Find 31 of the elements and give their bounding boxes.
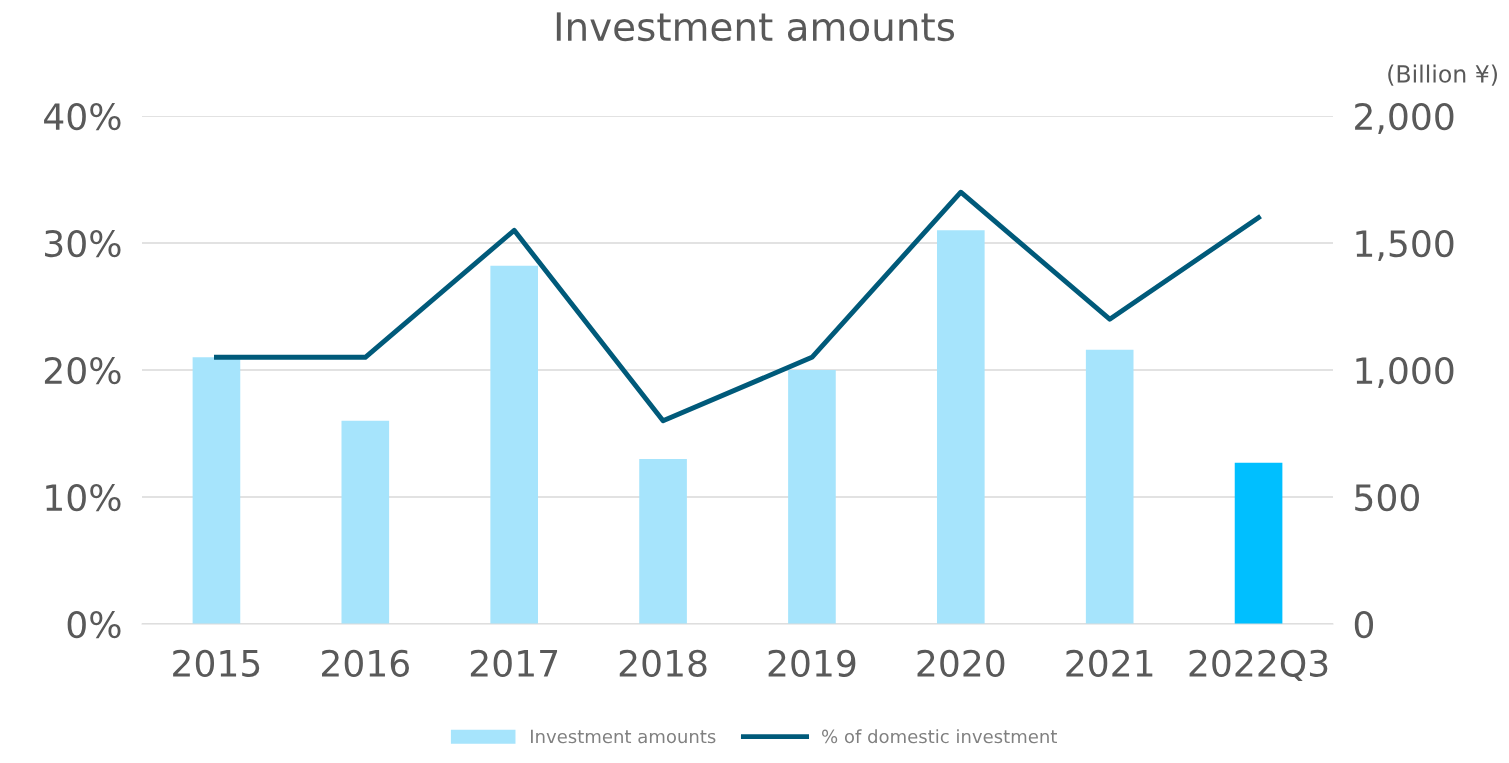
x-tick-label: 2021 <box>1066 649 1153 677</box>
y-tick-label: 10% <box>46 483 121 512</box>
x-tick-label: 2022Q3 <box>1189 649 1328 682</box>
bar <box>341 420 390 624</box>
x-tick-label: 2019 <box>768 649 856 677</box>
y-tick-label: 20% <box>44 356 121 385</box>
bar <box>788 370 836 624</box>
legend-label: Investment amounts <box>531 729 716 744</box>
bar <box>936 230 985 624</box>
bar <box>1085 349 1134 624</box>
y2-tick-label: 2,000 <box>1355 102 1454 134</box>
legend-label: % of domestic investment <box>822 729 1057 744</box>
y-tick-label: 0% <box>67 610 121 639</box>
y2-axis-title: (Billion ¥) <box>1388 64 1497 86</box>
y-tick-label: 30% <box>45 229 121 258</box>
bar <box>490 265 539 624</box>
y-tick-label: 40% <box>44 102 121 131</box>
x-tick-label: 2018 <box>619 649 707 677</box>
x-tick-label: 2020 <box>917 649 1005 677</box>
x-tick-label: 2015 <box>173 649 260 677</box>
y2-tick-label: 1,500 <box>1356 229 1454 261</box>
y2-tick-label: 500 <box>1355 483 1419 512</box>
y2-tick-label: 0 <box>1354 610 1374 639</box>
line-series <box>214 189 1261 424</box>
x-tick-label: 2016 <box>322 649 409 677</box>
bar <box>639 458 687 624</box>
bar <box>1234 462 1283 624</box>
chart-title: Investment amounts <box>556 12 955 42</box>
y2-tick-label: 1,000 <box>1356 356 1454 388</box>
x-tick-label: 2017 <box>470 649 558 677</box>
bar <box>192 357 241 624</box>
